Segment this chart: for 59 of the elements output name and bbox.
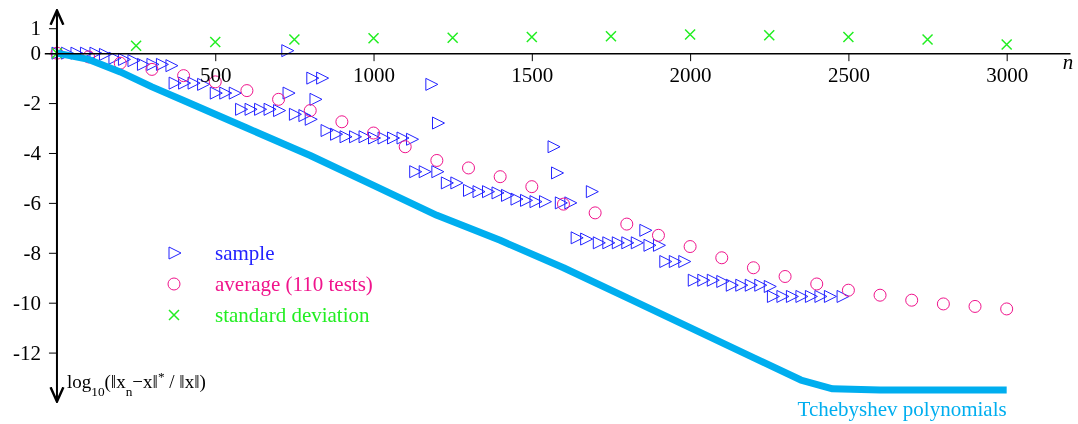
legend-label: sample — [215, 241, 275, 265]
point — [288, 33, 301, 46]
point — [842, 31, 855, 43]
point — [335, 115, 349, 129]
x-tick-label: 1000 — [353, 63, 396, 88]
point — [683, 240, 697, 254]
x-tick-label: 3000 — [986, 63, 1029, 88]
y-tick-label: 0 — [30, 41, 41, 66]
y-tick-label: -6 — [23, 191, 41, 216]
point — [763, 29, 775, 41]
point — [240, 84, 254, 98]
point — [446, 31, 459, 44]
x-tick-label: 1500 — [511, 63, 554, 88]
x-tick-label: 2500 — [827, 63, 870, 88]
series-label: Tchebyshev polynomials — [797, 397, 1007, 422]
point — [905, 293, 919, 307]
point — [841, 283, 855, 297]
point — [1000, 38, 1013, 51]
point — [272, 92, 286, 106]
point — [715, 251, 729, 265]
point — [130, 39, 142, 52]
x-tick-label: 500 — [200, 63, 232, 88]
legend-label: standard deviation — [215, 303, 371, 327]
y-tick-label: -10 — [12, 290, 41, 315]
point — [684, 28, 696, 41]
point — [462, 161, 476, 175]
point — [810, 277, 824, 291]
point — [398, 140, 412, 154]
legend-label: average (110 tests) — [215, 272, 373, 296]
point — [209, 36, 221, 48]
y-tick-label: -8 — [23, 241, 41, 265]
x-tick-label: 2000 — [669, 63, 712, 88]
point — [526, 31, 538, 43]
y-tick-label: -4 — [23, 141, 42, 166]
point — [936, 297, 950, 311]
point — [778, 269, 792, 283]
point — [303, 104, 317, 118]
point — [968, 299, 982, 313]
point — [605, 30, 617, 42]
point — [1000, 302, 1014, 316]
point — [921, 33, 934, 46]
x-axis-title: n — [1062, 50, 1074, 75]
point — [367, 126, 381, 140]
point — [620, 217, 634, 231]
point — [746, 261, 760, 275]
point — [588, 206, 602, 220]
point — [493, 170, 507, 184]
y-axis-title: log$_{10}$(‖x$_{n}$−x‖$^{*}$ / ‖x‖) — [66, 368, 206, 399]
point — [873, 288, 887, 302]
point — [145, 62, 159, 76]
y-tick-label: -2 — [23, 91, 41, 116]
point — [113, 56, 127, 70]
point — [430, 153, 444, 167]
point — [177, 69, 191, 83]
point — [651, 228, 665, 242]
point — [367, 32, 380, 44]
y-tick-label: 1 — [30, 16, 41, 41]
y-tick-label: -12 — [12, 340, 41, 365]
point — [525, 180, 539, 194]
